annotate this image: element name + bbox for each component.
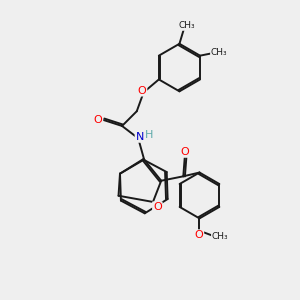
Text: O: O bbox=[194, 230, 203, 240]
Text: CH₃: CH₃ bbox=[211, 48, 227, 57]
Text: N: N bbox=[136, 132, 144, 142]
Text: O: O bbox=[138, 85, 146, 96]
Text: O: O bbox=[180, 147, 189, 157]
Text: CH₃: CH₃ bbox=[178, 21, 195, 30]
Text: CH₃: CH₃ bbox=[212, 232, 228, 241]
Text: H: H bbox=[145, 130, 154, 140]
Text: O: O bbox=[153, 202, 162, 212]
Text: O: O bbox=[94, 115, 102, 125]
